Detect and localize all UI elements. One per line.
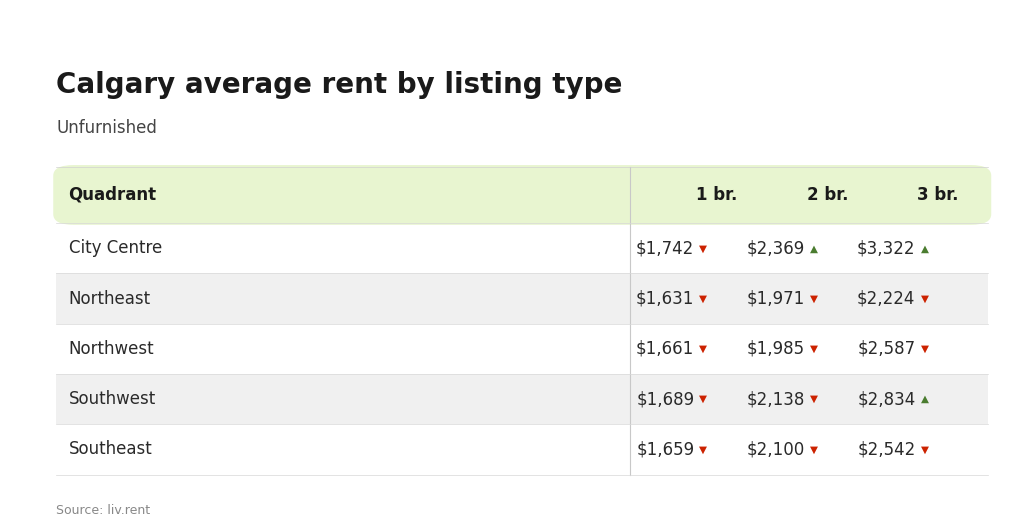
Text: ▼: ▼ [810,394,818,404]
Text: ▲: ▲ [810,243,818,253]
Text: $2,369: $2,369 [746,239,805,258]
Text: $1,631: $1,631 [636,289,694,308]
Text: ▼: ▼ [810,444,818,454]
Text: ▲: ▲ [921,243,929,253]
Text: Quadrant: Quadrant [69,186,157,204]
Text: $2,542: $2,542 [857,440,915,459]
Text: ▼: ▼ [921,444,929,454]
Text: $3,322: $3,322 [857,239,915,258]
Text: $2,834: $2,834 [857,390,915,408]
Text: ▼: ▼ [699,394,708,404]
Text: ▼: ▼ [699,344,708,354]
Text: $2,587: $2,587 [857,340,915,358]
Text: ▼: ▼ [810,294,818,304]
Text: Northeast: Northeast [69,289,151,308]
Text: Source: liv.rent: Source: liv.rent [56,504,151,517]
Text: ▼: ▼ [699,444,708,454]
Text: $1,659: $1,659 [636,440,694,459]
Text: ▼: ▼ [921,344,929,354]
Text: ▼: ▼ [810,344,818,354]
Text: ▼: ▼ [921,294,929,304]
Text: Calgary average rent by listing type: Calgary average rent by listing type [56,71,623,99]
Text: 1 br.: 1 br. [696,186,737,204]
Text: $1,742: $1,742 [636,239,694,258]
Text: ▼: ▼ [699,243,708,253]
Text: ▲: ▲ [921,394,929,404]
Text: Southwest: Southwest [69,390,156,408]
Text: 3 br.: 3 br. [918,186,958,204]
Text: Southeast: Southeast [69,440,153,459]
Text: Unfurnished: Unfurnished [56,119,158,137]
Text: City Centre: City Centre [69,239,162,258]
Text: 2 br.: 2 br. [807,186,848,204]
Text: $2,138: $2,138 [746,390,805,408]
Text: ▼: ▼ [699,294,708,304]
Text: $2,100: $2,100 [746,440,805,459]
Text: $1,971: $1,971 [746,289,805,308]
Text: Northwest: Northwest [69,340,155,358]
Text: $1,985: $1,985 [746,340,805,358]
Text: $2,224: $2,224 [857,289,915,308]
Text: $1,661: $1,661 [636,340,694,358]
Text: $1,689: $1,689 [636,390,694,408]
